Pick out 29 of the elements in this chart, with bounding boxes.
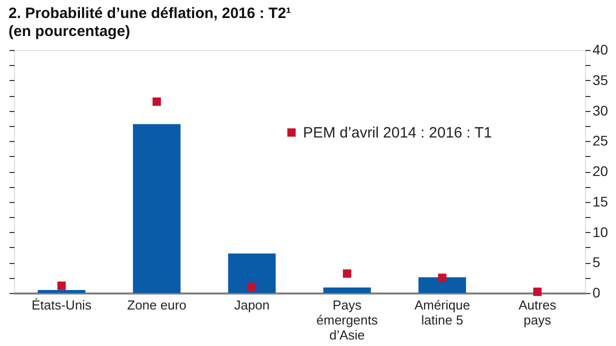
- y-tick-label: 0: [592, 284, 600, 300]
- bar: [38, 290, 86, 293]
- point: [152, 97, 161, 106]
- y-tick-label: 25: [592, 132, 608, 149]
- x-tick-label: États-Unis: [32, 298, 92, 312]
- x-tick-label: Amérique latine 5: [414, 298, 470, 328]
- y-tick-label: 15: [592, 193, 608, 210]
- y-tick-label: 30: [592, 102, 608, 118]
- chart-subtitle: (en pourcentage): [8, 23, 130, 40]
- point: [342, 269, 352, 278]
- point: [248, 282, 256, 292]
- y-tick-label: 5: [592, 254, 600, 270]
- y-tick-label: 10: [592, 224, 608, 240]
- legend-label: PEM d’avril 2014 : 2016 : T1: [303, 124, 492, 142]
- y-tick-label: 40: [592, 42, 608, 58]
- x-tick-label: Pays émergents d’Asie: [316, 298, 378, 342]
- bar: [132, 124, 181, 293]
- bar: [228, 254, 276, 293]
- x-tick-label: Zone euro: [127, 298, 186, 312]
- point: [57, 282, 66, 290]
- chart-title: 2. Probabilité d’une déflation, 2016 : T2¹: [8, 5, 292, 22]
- x-tick-label: Autres pays: [518, 298, 557, 328]
- x-tick-label: Japon: [234, 298, 270, 312]
- bar: [323, 288, 371, 293]
- bar: [418, 277, 466, 293]
- y-tick-label: 35: [592, 72, 608, 88]
- point: [438, 274, 446, 282]
- point: [533, 288, 542, 296]
- y-tick-label: 20: [592, 163, 608, 179]
